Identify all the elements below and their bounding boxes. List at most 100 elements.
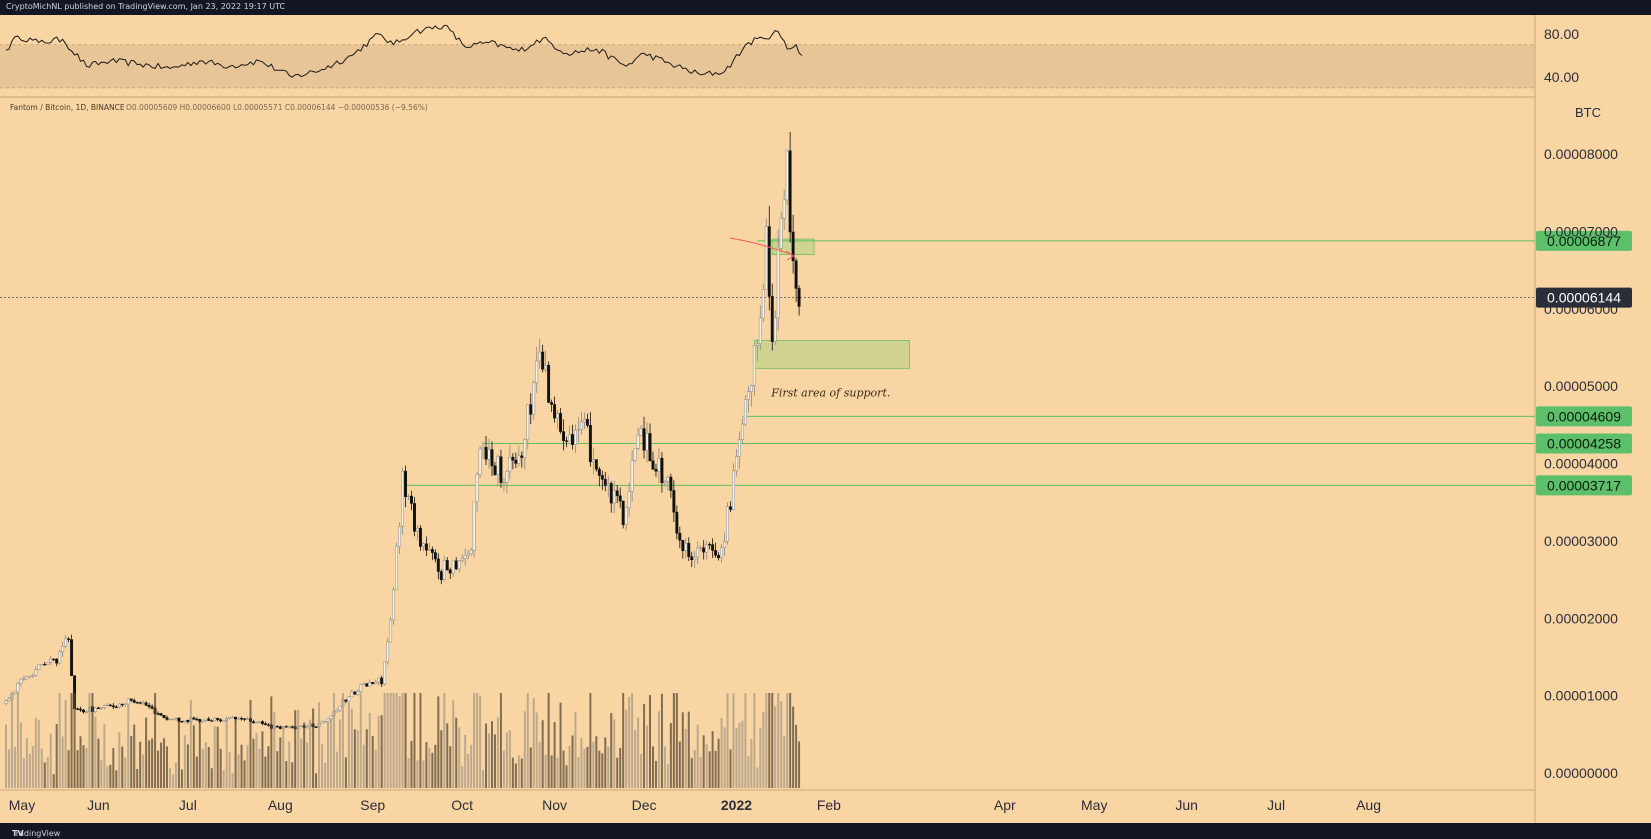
candle-body xyxy=(591,459,595,463)
volume-bar xyxy=(780,701,783,788)
candle-body xyxy=(156,713,160,715)
candle-body xyxy=(165,717,169,720)
volume-bar xyxy=(160,742,163,788)
volume-bar xyxy=(699,756,702,788)
candle-body xyxy=(556,413,560,419)
candle-body xyxy=(240,718,243,720)
volume-bar xyxy=(693,749,696,788)
volume-bar xyxy=(404,693,407,788)
candle-body xyxy=(299,725,303,727)
volume-bar xyxy=(729,749,732,788)
candle-body xyxy=(43,664,47,666)
volume-bar xyxy=(168,767,171,788)
candle-body xyxy=(266,724,270,726)
candle-body xyxy=(257,721,261,723)
level-label-bg xyxy=(1536,475,1632,496)
volume-bar xyxy=(49,733,52,788)
volume-bar xyxy=(529,747,532,788)
candle-body xyxy=(135,702,139,704)
candle-body xyxy=(350,691,354,697)
candle-body xyxy=(368,682,372,687)
volume-bar xyxy=(744,693,747,788)
candle-body xyxy=(213,718,217,722)
candle-body xyxy=(335,709,339,712)
volume-bar xyxy=(747,755,750,788)
volume-bar xyxy=(315,773,318,788)
volume-bar xyxy=(67,750,70,788)
volume-bar xyxy=(338,719,341,788)
price-axis[interactable]: 0.00000000 0.00001000 0.00002000 0.00003000… xyxy=(1544,26,1618,781)
candle-body xyxy=(460,558,464,561)
volume-bar xyxy=(327,721,330,788)
volume-bar xyxy=(82,745,85,788)
candle-body xyxy=(484,446,488,460)
candle-body xyxy=(749,385,753,392)
volume-bar xyxy=(616,757,619,788)
volume-bar xyxy=(7,749,10,788)
volume-bar xyxy=(413,693,416,788)
candle-body xyxy=(320,721,324,724)
volume-bar xyxy=(353,729,356,788)
level-label-bg xyxy=(1536,433,1632,454)
chart-canvas[interactable]: 0.00006877 0.00004609 0.00004258 0.00003717… xyxy=(0,15,1651,823)
volume-bar xyxy=(669,723,672,788)
volume-bar xyxy=(759,727,762,788)
time-tick-label: 2022 xyxy=(721,797,752,813)
candle-body xyxy=(371,682,375,685)
volume-bar xyxy=(610,713,613,788)
candle-body xyxy=(150,706,154,709)
time-axis[interactable]: May Jun Jul Aug Sep Oct Nov Dec 2022 Feb Apr May Jun… xyxy=(9,797,1381,813)
candle-body xyxy=(738,439,741,457)
price-tick-label: 0.00005000 xyxy=(1544,378,1618,394)
volume-bar xyxy=(753,693,756,788)
candle-body xyxy=(246,718,249,720)
time-tick-label: Aug xyxy=(1356,797,1381,813)
volume-bar xyxy=(380,715,383,788)
volume-bar xyxy=(571,735,574,788)
candle-body xyxy=(588,425,592,463)
candle-body xyxy=(579,421,583,430)
volume-bar xyxy=(237,754,240,788)
volume-bar xyxy=(422,760,425,788)
time-tick-label: May xyxy=(9,797,35,813)
time-tick-label: May xyxy=(1081,797,1107,813)
candle-body xyxy=(517,455,521,464)
candle-body xyxy=(219,719,223,722)
volume-bar xyxy=(440,730,443,788)
candle-body xyxy=(19,678,23,684)
candle-body xyxy=(82,709,85,713)
candle-body xyxy=(201,720,205,723)
volume-bar xyxy=(392,693,395,788)
candle-body xyxy=(779,217,783,249)
volume-bar xyxy=(562,750,565,788)
volume-bar xyxy=(550,755,553,788)
rsi-pane xyxy=(0,24,1535,89)
volume-bar xyxy=(720,717,723,788)
volume-bar xyxy=(270,696,273,788)
volume-bar xyxy=(649,695,652,788)
candle-body xyxy=(207,718,211,721)
candle-body xyxy=(436,558,440,572)
annotation-arrowhead xyxy=(785,250,795,261)
candle-body xyxy=(696,547,700,558)
annotation-text: First area of support. xyxy=(770,386,890,399)
volume-bar xyxy=(273,712,276,788)
volume-bar xyxy=(789,693,792,788)
candle-body xyxy=(672,490,676,513)
candle-body xyxy=(684,542,688,552)
volume-bar xyxy=(535,712,538,788)
volume-bar xyxy=(565,765,568,788)
candle-body xyxy=(433,552,437,560)
candle-body xyxy=(427,549,431,551)
volume-bar xyxy=(58,693,61,788)
volume-bars xyxy=(5,693,801,788)
price-tick-label: 0.00000000 xyxy=(1544,765,1618,781)
volume-bar xyxy=(425,742,428,788)
candle-body xyxy=(562,431,565,441)
level-label: 0.00003717 xyxy=(1547,477,1621,493)
candle-body xyxy=(347,696,351,702)
volume-bar xyxy=(714,750,717,788)
volume-bar xyxy=(109,764,112,788)
candle-body xyxy=(4,700,8,704)
volume-bar xyxy=(52,774,55,788)
